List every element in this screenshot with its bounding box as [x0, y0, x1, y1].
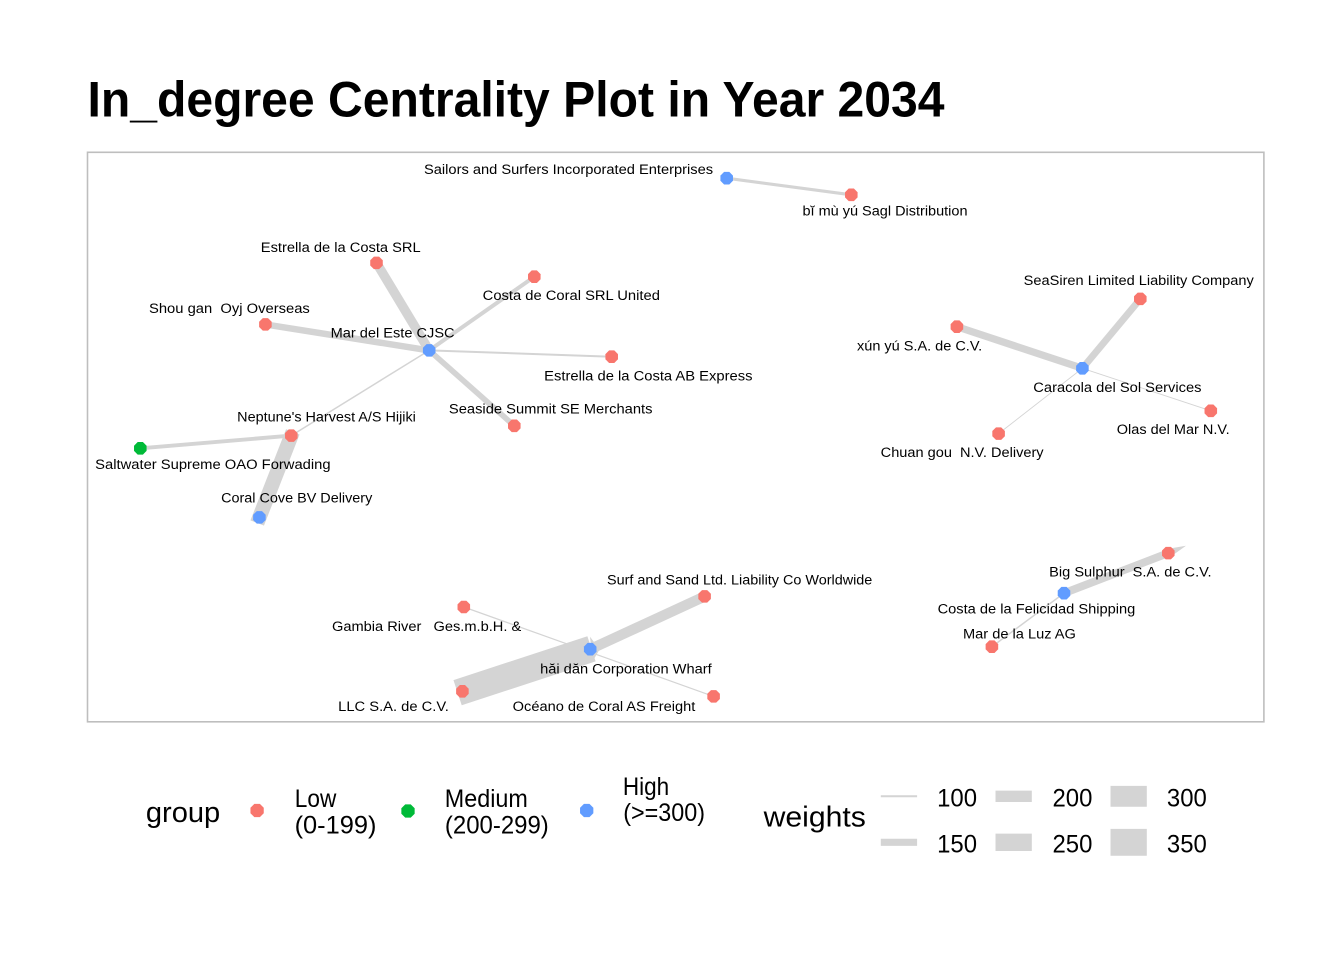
- svg-text:Mar del Este CJSC: Mar del Este CJSC: [331, 326, 455, 341]
- svg-text:Neptune's Harvest A/S Hijiki: Neptune's Harvest A/S Hijiki: [237, 409, 416, 424]
- svg-text:(200-299): (200-299): [445, 812, 549, 840]
- svg-text:weights: weights: [763, 801, 866, 833]
- svg-text:bĭ mù yú Sagl Distribution: bĭ mù yú Sagl Distribution: [803, 204, 968, 219]
- svg-text:250: 250: [1053, 831, 1093, 859]
- svg-text:Gambia River Ges.m.b.H. &: Gambia River Ges.m.b.H. &: [332, 619, 521, 634]
- svg-text:hăi dăn Corporation Wharf: hăi dăn Corporation Wharf: [540, 662, 712, 677]
- svg-text:Mar de la Luz AG: Mar de la Luz AG: [963, 627, 1076, 642]
- svg-text:group: group: [146, 797, 220, 829]
- svg-text:(>=300): (>=300): [623, 799, 705, 827]
- svg-text:(0-199): (0-199): [295, 812, 377, 840]
- svg-text:Chuan gou N.V. Delivery: Chuan gou N.V. Delivery: [881, 445, 1044, 460]
- svg-text:Costa de Coral SRL United: Costa de Coral SRL United: [483, 288, 660, 303]
- svg-text:150: 150: [937, 831, 977, 859]
- svg-text:Seaside Summit SE Merchants: Seaside Summit SE Merchants: [449, 402, 653, 417]
- svg-text:Big Sulphur S.A. de C.V.: Big Sulphur S.A. de C.V.: [1049, 565, 1211, 580]
- svg-text:350: 350: [1167, 831, 1207, 859]
- svg-text:100: 100: [937, 785, 977, 813]
- svg-text:Shou gan Oyj Overseas: Shou gan Oyj Overseas: [149, 301, 310, 316]
- svg-text:Coral Cove BV Delivery: Coral Cove BV Delivery: [221, 491, 373, 506]
- svg-text:Estrella de la Costa AB Expres: Estrella de la Costa AB Express: [544, 368, 753, 383]
- svg-text:High: High: [623, 773, 669, 801]
- svg-text:Surf and Sand Ltd. Liability C: Surf and Sand Ltd. Liability Co Worldwid…: [607, 573, 872, 588]
- svg-text:Caracola del Sol Services: Caracola del Sol Services: [1033, 380, 1202, 395]
- svg-text:Sailors and Surfers Incorporat: Sailors and Surfers Incorporated Enterpr…: [424, 162, 713, 177]
- svg-text:Low: Low: [295, 785, 337, 813]
- svg-text:LLC S.A. de C.V.: LLC S.A. de C.V.: [338, 699, 449, 714]
- svg-text:Costa de la Felicidad Shipping: Costa de la Felicidad Shipping: [938, 601, 1136, 616]
- svg-text:Estrella de la Costa SRL: Estrella de la Costa SRL: [261, 240, 421, 255]
- svg-text:Saltwater Supreme OAO Forwadin: Saltwater Supreme OAO Forwading: [95, 457, 330, 472]
- svg-text:300: 300: [1167, 785, 1207, 813]
- svg-text:SeaSiren Limited Liability Com: SeaSiren Limited Liability Company: [1024, 273, 1254, 288]
- svg-text:Medium: Medium: [445, 785, 528, 813]
- svg-text:In_degree Centrality Plot in Y: In_degree Centrality Plot in Year 2034: [88, 72, 945, 128]
- svg-text:Olas del Mar N.V.: Olas del Mar N.V.: [1117, 422, 1230, 437]
- svg-text:xún yú S.A. de C.V.: xún yú S.A. de C.V.: [857, 339, 982, 354]
- svg-text:Océano de Coral AS Freight: Océano de Coral AS Freight: [513, 699, 696, 714]
- svg-text:200: 200: [1053, 785, 1093, 813]
